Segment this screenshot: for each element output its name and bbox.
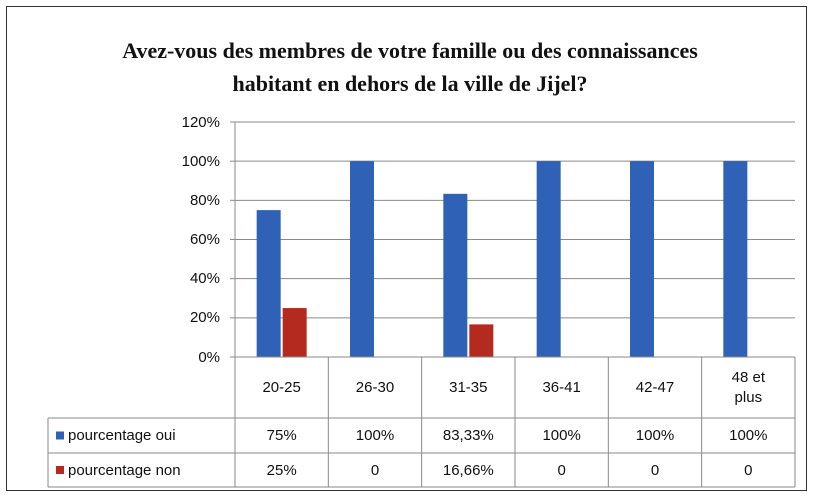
bar — [723, 161, 748, 357]
value-label: 100% — [542, 427, 581, 444]
y-tick-label: 120% — [181, 113, 220, 131]
category-label: 20-25 — [262, 378, 301, 396]
bar — [282, 308, 307, 357]
legend-swatch — [56, 466, 64, 474]
bar — [443, 193, 468, 357]
category-label: 36-41 — [542, 378, 581, 396]
category-label: 31-35 — [449, 378, 488, 396]
y-tick-label: 0% — [198, 348, 220, 366]
bar — [256, 210, 281, 357]
value-label: 75% — [266, 427, 297, 444]
category-label: 26-30 — [355, 378, 395, 396]
chart-frame — [6, 6, 807, 491]
value-label: 25% — [266, 461, 297, 479]
y-tick-label: 60% — [189, 231, 220, 248]
legend-label: pourcentage oui — [68, 427, 176, 444]
value-label: 100% — [729, 427, 768, 444]
value-label: 0 — [557, 461, 566, 479]
value-label: 0 — [650, 461, 660, 479]
value-label: 0 — [744, 461, 753, 479]
bar — [630, 161, 654, 357]
bar — [350, 161, 374, 357]
value-label: 100% — [355, 427, 395, 444]
chart-title: Avez-vous des membres de votre famille o… — [122, 38, 698, 96]
y-tick-label: 80% — [189, 191, 220, 209]
legend-swatch — [56, 431, 64, 440]
y-tick-label: 20% — [189, 309, 220, 327]
value-label: 100% — [635, 427, 675, 444]
value-label: 0 — [370, 461, 380, 479]
category-label: 48 et plus — [731, 368, 765, 406]
y-tick-label: 100% — [181, 152, 220, 170]
legend-label: pourcentage non — [68, 461, 181, 479]
y-tick-label: 40% — [189, 270, 220, 288]
bar — [536, 161, 561, 357]
bar — [469, 324, 494, 357]
value-label: 83,33% — [442, 427, 494, 444]
category-label: 42-47 — [635, 378, 675, 396]
value-label: 16,66% — [442, 461, 494, 479]
